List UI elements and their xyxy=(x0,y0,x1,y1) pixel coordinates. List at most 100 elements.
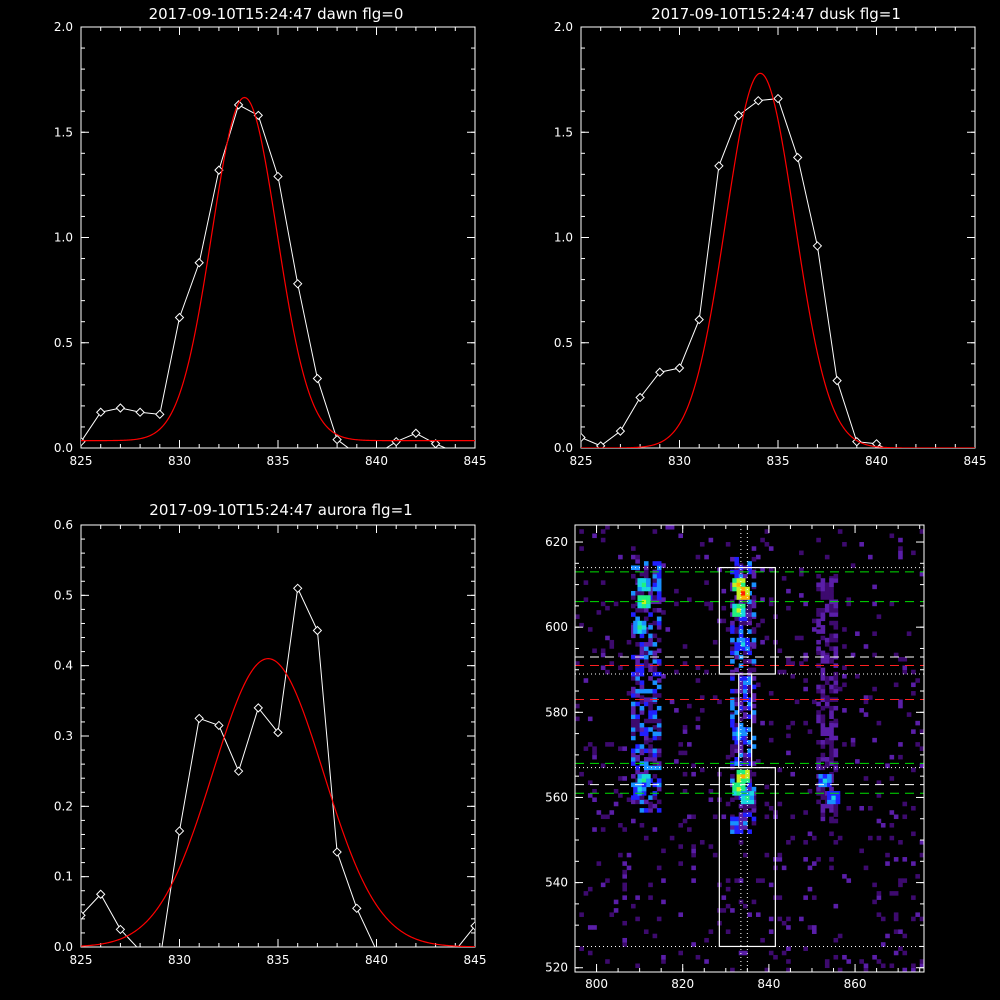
emission-pixel xyxy=(656,684,662,690)
emission-pixel xyxy=(751,556,757,562)
noise-pixel xyxy=(842,542,847,547)
noise-pixel xyxy=(872,882,877,888)
noise-pixel xyxy=(842,627,847,632)
noise-pixel xyxy=(721,895,727,900)
emission-pixel xyxy=(751,718,757,724)
noise-pixel xyxy=(575,614,580,619)
noise-pixel xyxy=(824,963,830,969)
noise-pixel xyxy=(807,831,813,837)
emission-pixel xyxy=(820,616,826,622)
noise-pixel xyxy=(708,788,714,794)
emission-pixel xyxy=(734,573,740,579)
emission-pixel xyxy=(824,608,830,613)
hotspot-pixel xyxy=(641,620,647,626)
emission-pixel xyxy=(747,701,752,707)
noise-pixel xyxy=(583,746,589,751)
noise-pixel xyxy=(803,810,808,815)
noise-pixel xyxy=(898,537,903,543)
noise-pixel xyxy=(816,537,821,543)
noise-pixel xyxy=(725,627,731,632)
noise-pixel xyxy=(592,750,597,756)
emission-pixel xyxy=(820,744,826,749)
noise-pixel xyxy=(876,818,882,824)
noise-pixel xyxy=(760,618,765,624)
noise-pixel xyxy=(682,661,688,666)
hotspot-pixel xyxy=(736,595,742,600)
hotspot-pixel xyxy=(740,612,746,617)
emission-pixel xyxy=(734,820,740,826)
data-point xyxy=(615,426,626,436)
emission-pixel xyxy=(820,795,826,800)
emission-pixel xyxy=(648,795,653,800)
y-tick-label: 0.3 xyxy=(54,729,73,743)
noise-pixel xyxy=(600,814,606,820)
noise-pixel xyxy=(579,771,584,777)
emission-pixel xyxy=(656,722,662,728)
emission-pixel xyxy=(635,714,640,719)
noise-pixel xyxy=(919,729,925,734)
noise-pixel xyxy=(587,742,593,747)
x-tick-label: 845 xyxy=(464,953,487,967)
emission-pixel xyxy=(730,718,735,724)
hotspot-pixel xyxy=(835,795,841,800)
noise-pixel xyxy=(764,635,770,641)
emission-pixel xyxy=(656,693,662,698)
data-point xyxy=(391,436,401,447)
emission-pixel xyxy=(820,803,826,809)
emission-pixel xyxy=(730,778,735,783)
emission-pixel xyxy=(648,688,653,694)
noise-pixel xyxy=(592,788,597,794)
emission-pixel xyxy=(639,722,645,728)
emission-pixel xyxy=(643,642,649,647)
noise-pixel xyxy=(777,857,783,862)
emission-pixel xyxy=(656,569,662,575)
noise-pixel xyxy=(803,686,808,692)
noise-pixel xyxy=(755,554,761,560)
noise-pixel xyxy=(889,891,895,896)
noise-pixel xyxy=(876,720,882,726)
emission-pixel xyxy=(738,616,744,622)
emission-pixel xyxy=(829,659,834,664)
emission-pixel xyxy=(639,795,645,800)
emission-pixel xyxy=(738,744,744,749)
emission-pixel xyxy=(631,676,636,681)
data-point xyxy=(353,450,361,458)
noise-pixel xyxy=(622,861,628,866)
noise-pixel xyxy=(829,857,834,862)
hotspot-pixel xyxy=(736,578,742,583)
data-point xyxy=(753,95,764,106)
noise-pixel xyxy=(678,742,684,747)
emission-pixel xyxy=(751,693,757,698)
noise-pixel xyxy=(911,691,916,696)
emission-pixel xyxy=(816,799,821,805)
hotspot-pixel xyxy=(646,582,651,588)
hotspot-pixel xyxy=(641,791,647,796)
emission-pixel xyxy=(734,667,740,673)
emission-pixel xyxy=(747,650,752,656)
emission-pixel xyxy=(824,659,830,664)
emission-pixel xyxy=(829,603,834,609)
emission-pixel xyxy=(829,578,834,583)
noise-pixel xyxy=(691,763,696,768)
noise-pixel xyxy=(687,703,692,709)
noise-pixel xyxy=(605,878,610,883)
hotspot-pixel xyxy=(641,578,647,583)
emission-pixel xyxy=(824,637,830,643)
emission-pixel xyxy=(824,701,830,707)
emission-pixel xyxy=(643,769,649,775)
noise-pixel xyxy=(704,580,709,585)
noise-pixel xyxy=(833,818,839,824)
emission-pixel xyxy=(652,718,658,724)
emission-pixel xyxy=(747,739,752,745)
emission-pixel xyxy=(816,612,821,617)
noise-pixel xyxy=(721,588,727,594)
hotspot-pixel xyxy=(736,608,742,613)
emission-pixel xyxy=(656,599,662,605)
noise-pixel xyxy=(876,614,882,619)
noise-pixel xyxy=(635,916,640,922)
emission-pixel xyxy=(829,710,834,715)
noise-pixel xyxy=(799,567,804,573)
noise-pixel xyxy=(872,631,877,636)
emission-pixel xyxy=(631,688,636,694)
noise-pixel xyxy=(872,601,877,607)
